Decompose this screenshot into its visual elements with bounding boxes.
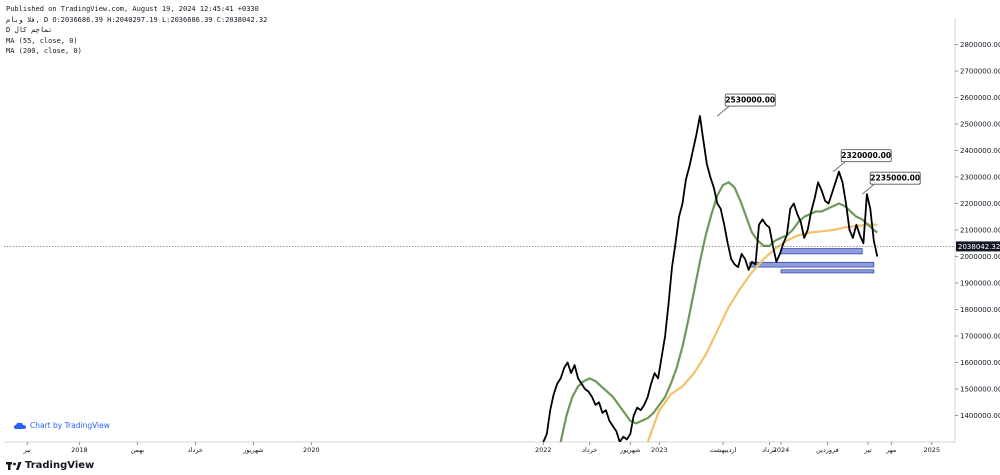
footer-brand: TradingView [25,460,95,471]
y-tick-label: 2400000.00 [960,147,1000,155]
price-line [542,115,879,442]
y-tick-label: 2500000.00 [960,121,1000,129]
x-tick-label: تیر [863,446,872,454]
annotation-label: 2320000.00 [841,151,891,160]
x-tick-label: تیر [23,446,32,454]
x-axis: تیر 2018 بهمن خرداد شهریور 2020 2022 خرداد شهریو… [23,442,941,454]
ma200-legend[interactable]: MA (200, close, 0) [6,47,82,55]
support-zones [749,248,875,274]
y-tick-label: 1600000.00 [960,359,1000,367]
x-tick-label: مرداد [762,446,777,454]
x-tick-label: فروردین [816,446,839,454]
support-zone [780,248,863,255]
annotation-pointer [832,161,846,173]
support-zone [749,261,875,268]
chart-series [542,115,879,442]
y-tick-label: 1500000.00 [960,386,1000,394]
y-axis: 1400000.00 1500000.00 1600000.00 1700000.00… [955,41,1000,420]
ohlc-line: فلا وبام, D O:2036686.39 H:2040297.19 L:… [6,15,268,24]
ma55-line [559,181,878,442]
y-tick-label: 1900000.00 [960,280,1000,288]
ma55-legend[interactable]: MA (55, close, 0) [6,36,78,45]
annotation-label: 2235000.00 [870,174,920,183]
x-tick-label: اردیبهشت [710,446,737,454]
x-tick-label: مهر [885,446,896,454]
symbol-line: D تماچم کال [6,26,53,34]
ma200-line [646,223,878,442]
y-tick-label: 1400000.00 [960,412,1000,420]
published-line: Published on TradingView.com, August 19,… [6,5,259,13]
y-tick-label: 2200000.00 [960,200,1000,208]
y-tick-label: 1800000.00 [960,306,1000,314]
tradingview-footer[interactable]: TradingView [6,460,94,471]
x-tick-label: 2023 [651,446,668,454]
x-tick-label: 2025 [924,446,941,454]
x-tick-label: خرداد [582,446,597,454]
x-tick-label: 2024 [773,446,790,454]
last-price-badge [956,241,1000,252]
tradingview-logo-icon [6,461,22,470]
x-tick-label: شهریور [242,446,263,454]
credit-text: Chart by TradingView [30,421,110,430]
annotation-box [724,93,776,107]
plot-area [4,18,956,443]
x-tick-label: 2020 [303,446,320,454]
y-tick-label: 2800000.00 [960,41,1000,49]
x-tick-label: خرداد [188,446,203,454]
annotation-box [869,171,921,185]
price-annotations: 2530000.00 2320000.00 2235000.00 [716,93,921,195]
chart-credit[interactable]: Chart by TradingView [14,421,110,430]
y-tick-label: 2000000.00 [960,253,1000,261]
annotation-pointer [716,105,730,117]
x-tick-label: شهریور [619,446,640,454]
y-tick-label: 2100000.00 [960,227,1000,235]
chart-header: Published on TradingView.com, August 19,… [6,4,267,57]
y-tick-label: 1700000.00 [960,333,1000,341]
tradingview-cloud-icon [14,422,26,429]
annotation-label: 2530000.00 [725,96,775,105]
x-tick-label: 2022 [535,446,552,454]
annotation-box [840,149,892,163]
support-zone [780,269,875,274]
last-price-label: 2038042.32 [958,243,1000,251]
last-price-marker: 2038042.32 [4,241,1000,252]
y-tick-label: 2300000.00 [960,174,1000,182]
y-tick-label: 2700000.00 [960,68,1000,76]
x-tick-label: 2018 [71,446,88,454]
x-tick-label: بهمن [131,446,145,454]
annotation-pointer [861,183,875,195]
y-tick-label: 2600000.00 [960,94,1000,102]
